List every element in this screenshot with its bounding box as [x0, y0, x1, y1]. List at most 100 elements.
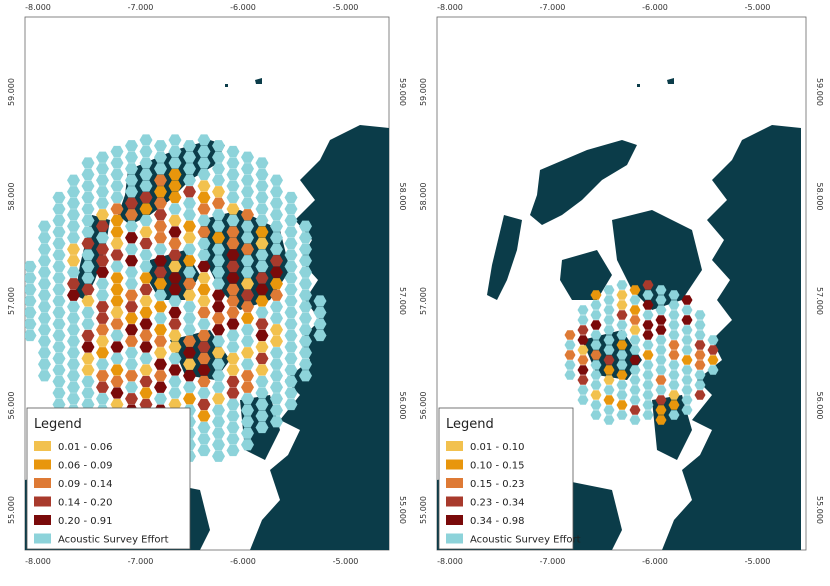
- hex-cell: [67, 186, 80, 198]
- hex-cell: [629, 345, 641, 355]
- legend-swatch: [446, 441, 463, 451]
- hex-cell: [270, 232, 283, 244]
- hex-cell: [81, 341, 95, 353]
- hex-cell: [96, 370, 109, 382]
- hex-cell: [226, 306, 240, 319]
- hex-cell: [154, 232, 167, 244]
- hex-cell: [642, 360, 654, 370]
- hex-cell: [694, 330, 706, 340]
- hex-cell: [642, 280, 654, 290]
- hex-cell: [668, 360, 680, 370]
- hex-cell: [110, 295, 124, 307]
- hex-cell: [183, 381, 196, 393]
- hex-cell: [603, 285, 615, 295]
- hex-cell: [183, 312, 196, 324]
- hex-cell: [168, 237, 182, 250]
- hex-cell: [255, 421, 269, 434]
- hex-cell: [197, 306, 211, 319]
- hex-cell: [212, 174, 225, 186]
- hex-cell: [52, 375, 66, 388]
- y-tick-label: 56.000: [419, 392, 428, 420]
- hex-cell: [629, 325, 641, 335]
- hex-cell: [629, 415, 641, 425]
- hex-cell: [241, 278, 254, 290]
- y-tick-label: 59.000: [419, 78, 428, 106]
- hex-cell: [67, 301, 80, 313]
- hex-cell: [226, 410, 240, 422]
- hex-cell: [96, 151, 109, 163]
- hex-cell: [183, 358, 196, 370]
- hex-cell: [168, 283, 182, 296]
- hex-cell: [255, 272, 269, 284]
- map-left: [25, 78, 389, 550]
- hex-cell: [96, 358, 109, 370]
- legend-swatch: [446, 478, 463, 488]
- hex-cell: [212, 358, 225, 370]
- hex-cell: [154, 266, 167, 278]
- hex-cell: [668, 330, 680, 340]
- hex-cell: [270, 301, 283, 313]
- hex-cell: [67, 197, 80, 209]
- x-tick-label: -5.000: [333, 557, 359, 566]
- x-tick-label: -8.000: [25, 3, 51, 12]
- hex-cell: [81, 203, 95, 215]
- hex-cell: [183, 335, 196, 347]
- hex-cell: [255, 295, 269, 307]
- x-tick-label: -8.000: [437, 557, 463, 566]
- hex-cell: [212, 427, 225, 439]
- y-tick-label: 59.000: [398, 78, 407, 106]
- hex-cell: [96, 266, 109, 278]
- hex-cell: [110, 318, 124, 330]
- hex-cell: [110, 272, 124, 284]
- hex-cell: [577, 355, 589, 365]
- hex-cell: [212, 301, 225, 313]
- hex-cell: [212, 416, 225, 428]
- hex-cell: [81, 272, 95, 284]
- hex-cell: [96, 243, 109, 255]
- hex-cell: [241, 232, 254, 244]
- x-tick-label: -7.000: [128, 3, 154, 12]
- hex-cell: [81, 295, 95, 307]
- hex-cell: [125, 266, 138, 278]
- hex-cell: [590, 410, 602, 420]
- hex-cell: [590, 400, 602, 410]
- hex-cell: [168, 180, 182, 192]
- hex-cell: [96, 255, 109, 267]
- hex-cell: [255, 306, 269, 319]
- x-tick-label: -6.000: [230, 557, 256, 566]
- hex-cell: [694, 310, 706, 320]
- hex-cell: [668, 320, 680, 330]
- hex-cell: [52, 318, 66, 330]
- hex-cell: [154, 174, 167, 186]
- hex-cell: [38, 370, 51, 382]
- hex-cell: [139, 134, 153, 146]
- hex-cell: [139, 260, 153, 273]
- hex-cell: [226, 295, 240, 307]
- hex-cell: [603, 295, 615, 305]
- hex-cell: [81, 157, 95, 169]
- hex-cell: [241, 393, 254, 405]
- hex-cell: [284, 249, 298, 261]
- hex-cell: [139, 341, 153, 353]
- hex-cell: [197, 433, 211, 445]
- hex-cell: [154, 370, 167, 382]
- hex-cell: [255, 341, 269, 353]
- hex-cell: [255, 226, 269, 238]
- hex-cell: [226, 329, 240, 342]
- hex-cell: [299, 324, 312, 336]
- hex-cell: [212, 347, 225, 359]
- hex-cell: [67, 358, 80, 370]
- hex-cell: [577, 365, 589, 375]
- hex-cell: [299, 243, 312, 255]
- legend-label: 0.20 - 0.91: [58, 516, 113, 527]
- hex-cell: [139, 318, 153, 330]
- hex-cell: [183, 186, 196, 198]
- hex-cell: [655, 415, 667, 425]
- hex-cell: [139, 203, 153, 215]
- hex-cell: [668, 310, 680, 320]
- hex-cell: [125, 151, 138, 163]
- hex-cell: [168, 145, 182, 158]
- hex-cell: [226, 387, 240, 399]
- hex-cell: [183, 289, 196, 301]
- hex-cell: [226, 180, 240, 192]
